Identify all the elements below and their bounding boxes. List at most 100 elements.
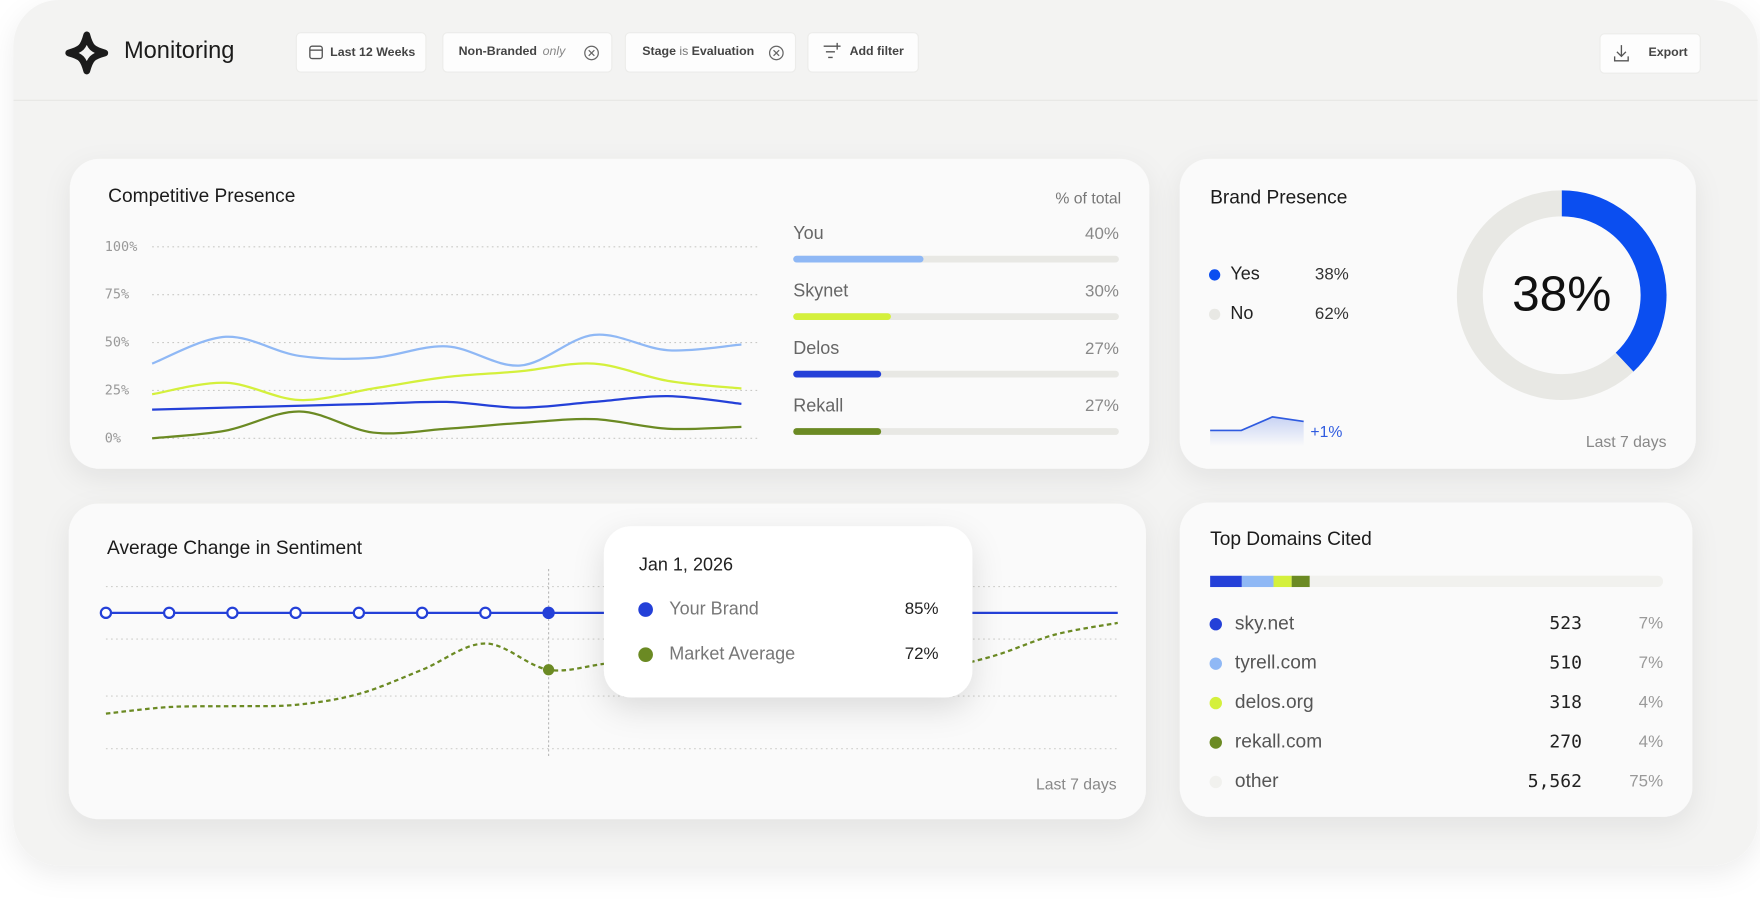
legend-dot	[1209, 696, 1222, 710]
legend-name: No	[1230, 303, 1253, 323]
share-heading: % of total	[1055, 191, 1121, 208]
share-label: 27%	[1085, 339, 1119, 358]
filter-operator: is	[679, 44, 688, 58]
domain-count: 270	[1549, 732, 1582, 753]
stack-segment	[1273, 575, 1292, 588]
tooltip: Your Brand 85% Market Average 72% Jan 1, 202…	[603, 526, 973, 698]
y-tick-label: 0%	[105, 430, 121, 446]
trend-label: +1%	[1310, 424, 1342, 441]
tooltip-box	[603, 526, 973, 698]
legend-dot	[1209, 269, 1221, 281]
legend-name: Rekall	[793, 396, 843, 416]
share-bar	[793, 255, 924, 263]
share-label: 40%	[1085, 224, 1119, 243]
tooltip-value: 72%	[905, 644, 939, 663]
card-title: Average Change in Sentiment	[107, 538, 363, 559]
tooltip-value: 85%	[905, 599, 939, 618]
domain-name: tyrell.com	[1235, 653, 1317, 674]
point-marker	[415, 606, 429, 620]
app-title: Monitoring	[124, 38, 234, 64]
charts: 0% 25% 50% 75% 100% You 40% Skynet 30% Delos 27% Re…	[99, 190, 1667, 792]
tooltip-series-name: Your Brand	[669, 598, 758, 618]
legend-name: You	[793, 223, 823, 243]
card-title: Brand Presence	[1210, 187, 1347, 208]
legend-dot	[1209, 657, 1222, 670]
share-label: 27%	[1085, 396, 1119, 415]
sparkline	[1210, 416, 1304, 432]
stack-segment	[1291, 575, 1310, 588]
filter-chip[interactable]: Last 12 Weeks	[295, 32, 427, 73]
domain-name: rekall.com	[1235, 732, 1322, 753]
line-series	[151, 410, 742, 440]
domain-count: 510	[1549, 653, 1582, 674]
add-filter-label: Add filter	[850, 44, 904, 58]
legend-value: 62%	[1315, 304, 1349, 323]
y-tick-label: 100%	[105, 239, 138, 255]
legend-name: Yes	[1230, 264, 1259, 284]
period-label: Last 7 days	[1586, 434, 1667, 451]
y-tick-label: 75%	[105, 287, 129, 303]
share-bar	[793, 313, 891, 320]
legend-name: Delos	[793, 338, 839, 358]
domain-name: sky.net	[1235, 613, 1295, 634]
point-marker	[226, 606, 239, 620]
filter-chip[interactable]: Non-Branded only	[442, 32, 613, 73]
donut-segment	[1456, 190, 1634, 400]
stack-segment	[1210, 575, 1242, 588]
legend-dot	[1209, 736, 1222, 749]
tooltip-series-name: Market Average	[669, 643, 795, 663]
domain-share: 4%	[1639, 693, 1663, 712]
stack-segment	[1241, 575, 1274, 588]
share-bar	[793, 428, 882, 435]
point-marker	[542, 664, 555, 676]
point-marker	[162, 606, 176, 620]
filter-label: Stage is Evaluation	[642, 44, 754, 58]
add-filter-button[interactable]: Add filter	[807, 32, 919, 73]
domain-share: 75%	[1629, 771, 1663, 790]
point-marker	[289, 606, 302, 620]
domain-share: 4%	[1639, 732, 1663, 751]
domain-name: delos.org	[1235, 692, 1314, 713]
filter-value: Evaluation	[692, 44, 755, 58]
point-marker	[542, 606, 555, 620]
point-marker	[99, 606, 113, 620]
share-bar	[793, 370, 882, 378]
card-title: Top Domains Cited	[1210, 529, 1372, 550]
filter-label: Last 12 Weeks	[330, 45, 415, 59]
domain-count: 318	[1549, 692, 1582, 713]
tooltip-dot	[638, 602, 653, 617]
line-series	[151, 333, 742, 367]
legend-dot	[1209, 618, 1222, 631]
share-label: 30%	[1085, 281, 1119, 300]
filter-chip[interactable]: Stage is Evaluation	[624, 32, 797, 73]
domain-count: 5,562	[1528, 771, 1582, 792]
donut-center-label: 38%	[1512, 266, 1611, 322]
domain-name: other	[1235, 771, 1279, 792]
domain-share: 7%	[1639, 653, 1663, 672]
point-marker	[352, 606, 366, 620]
line-series	[152, 395, 742, 411]
legend-dot	[1209, 308, 1221, 320]
period-label: Last 7 days	[1036, 777, 1117, 794]
legend-dot	[1209, 775, 1222, 789]
tooltip-dot	[638, 647, 653, 662]
filter-label: Non-Branded only	[459, 44, 567, 58]
domain-share: 7%	[1639, 614, 1663, 633]
sparkline-area	[1210, 416, 1304, 447]
point-marker	[479, 606, 492, 620]
domain-count: 523	[1549, 613, 1582, 634]
export-label: Export	[1648, 45, 1687, 59]
tooltip-date: Jan 1, 2026	[639, 554, 733, 574]
card	[69, 158, 1150, 469]
line-series	[151, 362, 742, 402]
filter-field: Stage	[642, 44, 676, 58]
legend-name: Skynet	[793, 281, 848, 301]
filter-field: Non-Branded	[459, 44, 537, 58]
export-button[interactable]: Export	[1599, 33, 1701, 74]
legend-value: 38%	[1315, 264, 1349, 283]
y-tick-label: 25%	[105, 382, 129, 398]
card-title: Competitive Presence	[108, 186, 295, 207]
stack-segment	[1309, 575, 1650, 588]
